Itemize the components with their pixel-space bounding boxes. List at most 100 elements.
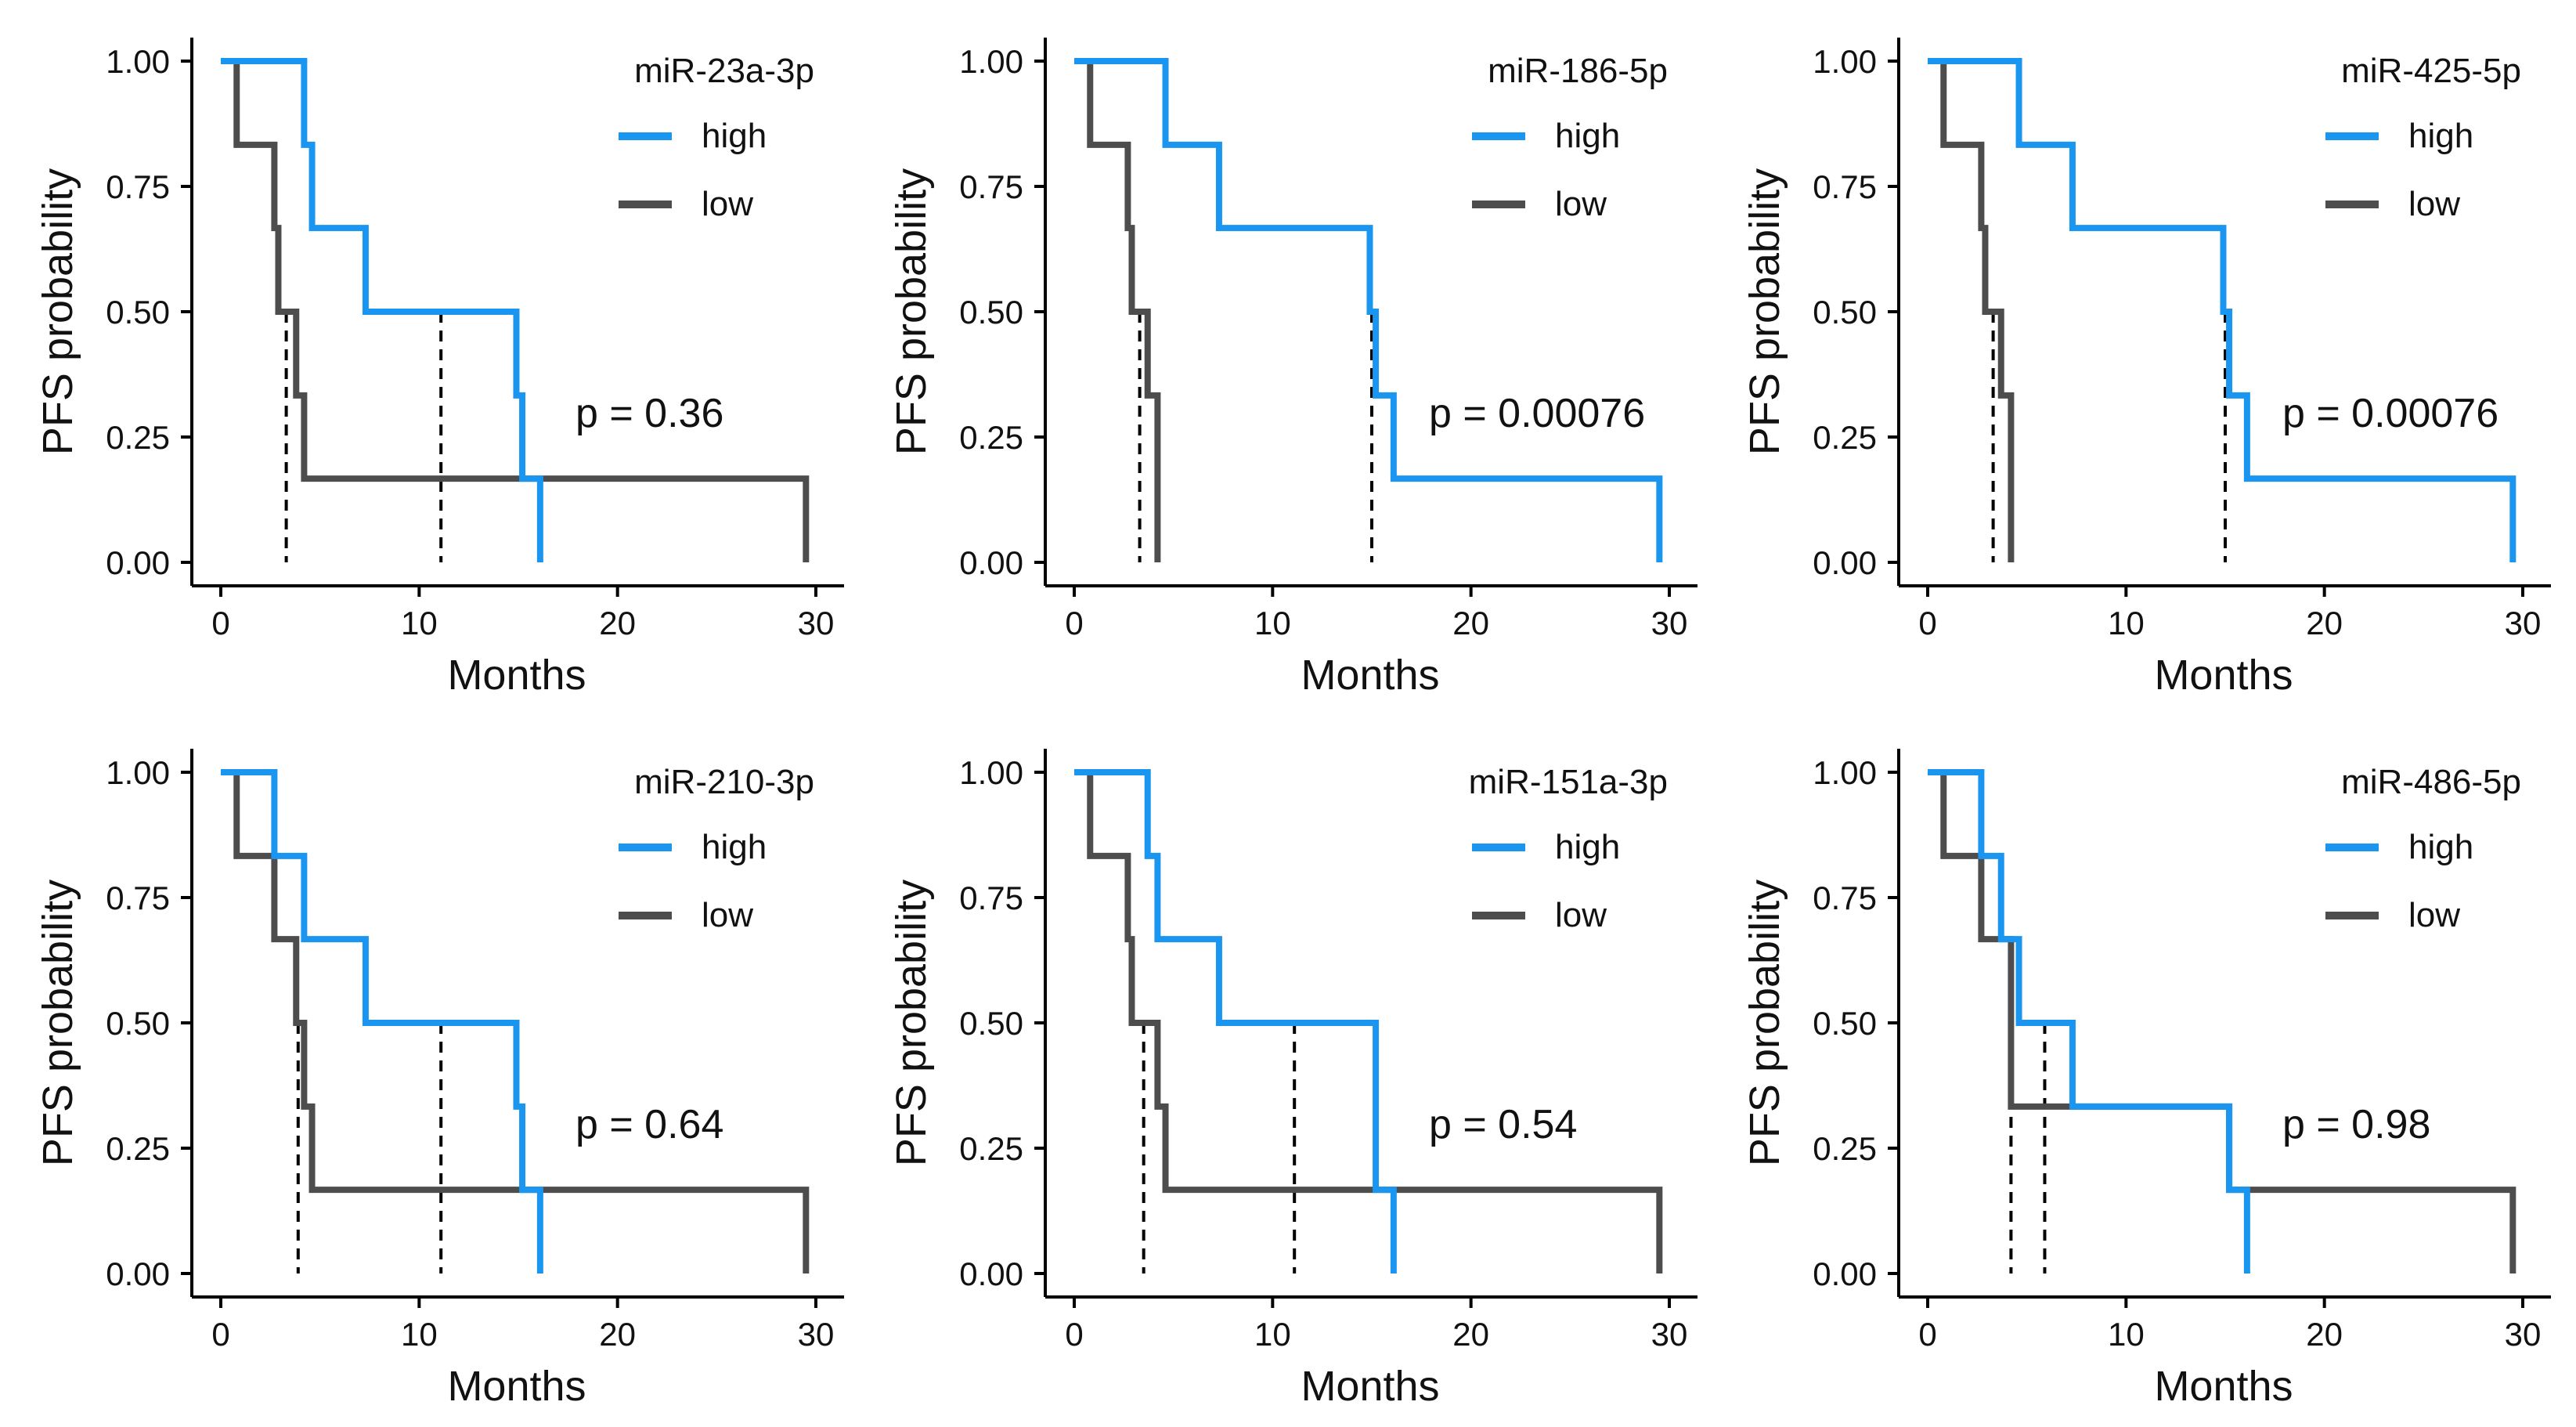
y-tick-label: 1.00 — [106, 43, 170, 80]
x-tick-label: 0 — [1918, 1316, 1936, 1353]
x-tick-label: 30 — [1651, 1316, 1688, 1353]
legend-label-high: high — [2408, 828, 2473, 866]
p-value: p = 0.36 — [575, 391, 723, 436]
y-tick-label: 0.00 — [959, 1255, 1023, 1292]
km-curve-low — [221, 58, 810, 562]
y-axis-label: PFS probability — [34, 168, 81, 455]
km-curve-low — [1928, 58, 2015, 562]
x-tick-label: 20 — [1452, 1316, 1489, 1353]
x-tick-label: 10 — [401, 1316, 438, 1353]
y-axis-label: PFS probability — [34, 880, 81, 1166]
x-tick-label: 0 — [1065, 605, 1083, 641]
y-axis-label: PFS probability — [888, 168, 935, 455]
x-tick-label: 20 — [1452, 605, 1489, 641]
y-tick-label: 0.75 — [959, 880, 1023, 916]
km-curve-low — [1074, 769, 1663, 1273]
x-tick-label: 10 — [2108, 1316, 2145, 1353]
y-tick-label: 0.25 — [1813, 1130, 1877, 1167]
km-panel-5: 0.00 0.25 0.50 0.75 1.00 0 10 20 30 Months PFS pro… — [888, 749, 1697, 1410]
y-tick-label: 0.00 — [1813, 1255, 1877, 1292]
panel-title: miR-210-3p — [634, 763, 814, 801]
x-tick-label: 30 — [2505, 605, 2542, 641]
y-tick-label: 0.00 — [106, 544, 170, 581]
panel-title: miR-151a-3p — [1469, 763, 1668, 801]
x-tick-label: 20 — [599, 605, 636, 641]
panel-title: miR-186-5p — [1488, 52, 1668, 90]
x-axis-label: Months — [2154, 1363, 2293, 1410]
x-tick-label: 10 — [401, 605, 438, 641]
legend-label-high: high — [1555, 117, 1620, 155]
y-tick-label: 0.25 — [959, 419, 1023, 456]
y-tick-label: 1.00 — [1813, 43, 1877, 80]
y-tick-label: 0.25 — [959, 1130, 1023, 1167]
x-axis-label: Months — [447, 652, 586, 699]
y-tick-label: 0.25 — [106, 1130, 170, 1167]
legend-label-low: low — [2408, 185, 2460, 223]
y-tick-label: 0.50 — [106, 1005, 170, 1042]
y-tick-label: 0.50 — [106, 294, 170, 331]
x-tick-label: 0 — [211, 605, 229, 641]
y-tick-label: 1.00 — [106, 754, 170, 791]
km-curve-high — [221, 58, 543, 562]
x-tick-label: 0 — [1065, 1316, 1083, 1353]
p-value: p = 0.98 — [2282, 1102, 2430, 1147]
legend-label-high: high — [702, 828, 767, 866]
y-tick-label: 0.50 — [1813, 294, 1877, 331]
x-tick-label: 0 — [1918, 605, 1936, 641]
x-tick-label: 10 — [1254, 605, 1291, 641]
y-tick-label: 1.00 — [1813, 754, 1877, 791]
legend-label-high: high — [702, 117, 767, 155]
km-curve-high — [1928, 769, 2250, 1273]
y-tick-label: 0.75 — [1813, 880, 1877, 916]
y-tick-label: 0.00 — [1813, 544, 1877, 581]
x-axis-label: Months — [1301, 652, 1439, 699]
y-tick-label: 0.25 — [106, 419, 170, 456]
p-value: p = 0.00076 — [2282, 391, 2498, 436]
x-tick-label: 20 — [2306, 1316, 2343, 1353]
x-tick-label: 20 — [599, 1316, 636, 1353]
legend-label-low: low — [1555, 896, 1607, 934]
x-tick-label: 0 — [211, 1316, 229, 1353]
x-tick-label: 30 — [798, 1316, 835, 1353]
y-axis-label: PFS probability — [1741, 880, 1788, 1166]
panel-title: miR-425-5p — [2341, 52, 2521, 90]
p-value: p = 0.54 — [1429, 1102, 1577, 1147]
x-tick-label: 20 — [2306, 605, 2343, 641]
y-tick-label: 1.00 — [959, 43, 1023, 80]
y-tick-label: 0.75 — [106, 168, 170, 205]
legend-label-low: low — [702, 896, 753, 934]
km-panel-4: 0.00 0.25 0.50 0.75 1.00 0 10 20 30 Months PFS pro… — [34, 749, 844, 1410]
y-axis-label: PFS probability — [1741, 168, 1788, 455]
legend-label-high: high — [1555, 828, 1620, 866]
y-tick-label: 0.25 — [1813, 419, 1877, 456]
x-axis-label: Months — [447, 1363, 586, 1410]
x-axis-label: Months — [2154, 652, 2293, 699]
km-curve-high — [221, 769, 543, 1273]
legend-label-high: high — [2408, 117, 2473, 155]
x-tick-label: 30 — [2505, 1316, 2542, 1353]
km-panel-1: 0.00 0.25 0.50 0.75 1.00 0 10 20 30 Months PFS pro… — [34, 38, 844, 699]
km-panel-3: 0.00 0.25 0.50 0.75 1.00 0 10 20 30 Months PFS pro… — [1741, 38, 2551, 699]
y-axis-label: PFS probability — [888, 880, 935, 1166]
km-curve-high — [1074, 58, 1663, 562]
x-axis-label: Months — [1301, 1363, 1439, 1410]
km-curve-high — [1074, 769, 1397, 1273]
x-tick-label: 30 — [798, 605, 835, 641]
km-panel-6: 0.00 0.25 0.50 0.75 1.00 0 10 20 30 Months PFS pro… — [1741, 749, 2551, 1410]
y-tick-label: 0.00 — [959, 544, 1023, 581]
km-curve-high — [1928, 58, 2516, 562]
p-value: p = 0.00076 — [1429, 391, 1645, 436]
y-tick-label: 0.75 — [959, 168, 1023, 205]
y-tick-label: 0.50 — [959, 1005, 1023, 1042]
x-tick-label: 10 — [1254, 1316, 1291, 1353]
y-tick-label: 1.00 — [959, 754, 1023, 791]
km-curve-low — [1074, 58, 1161, 562]
legend-label-low: low — [1555, 185, 1607, 223]
y-tick-label: 0.75 — [106, 880, 170, 916]
p-value: p = 0.64 — [575, 1102, 723, 1147]
panel-title: miR-23a-3p — [634, 52, 814, 90]
y-tick-label: 0.50 — [959, 294, 1023, 331]
km-panel-2: 0.00 0.25 0.50 0.75 1.00 0 10 20 30 Months PFS pro… — [888, 38, 1697, 699]
y-tick-label: 0.50 — [1813, 1005, 1877, 1042]
